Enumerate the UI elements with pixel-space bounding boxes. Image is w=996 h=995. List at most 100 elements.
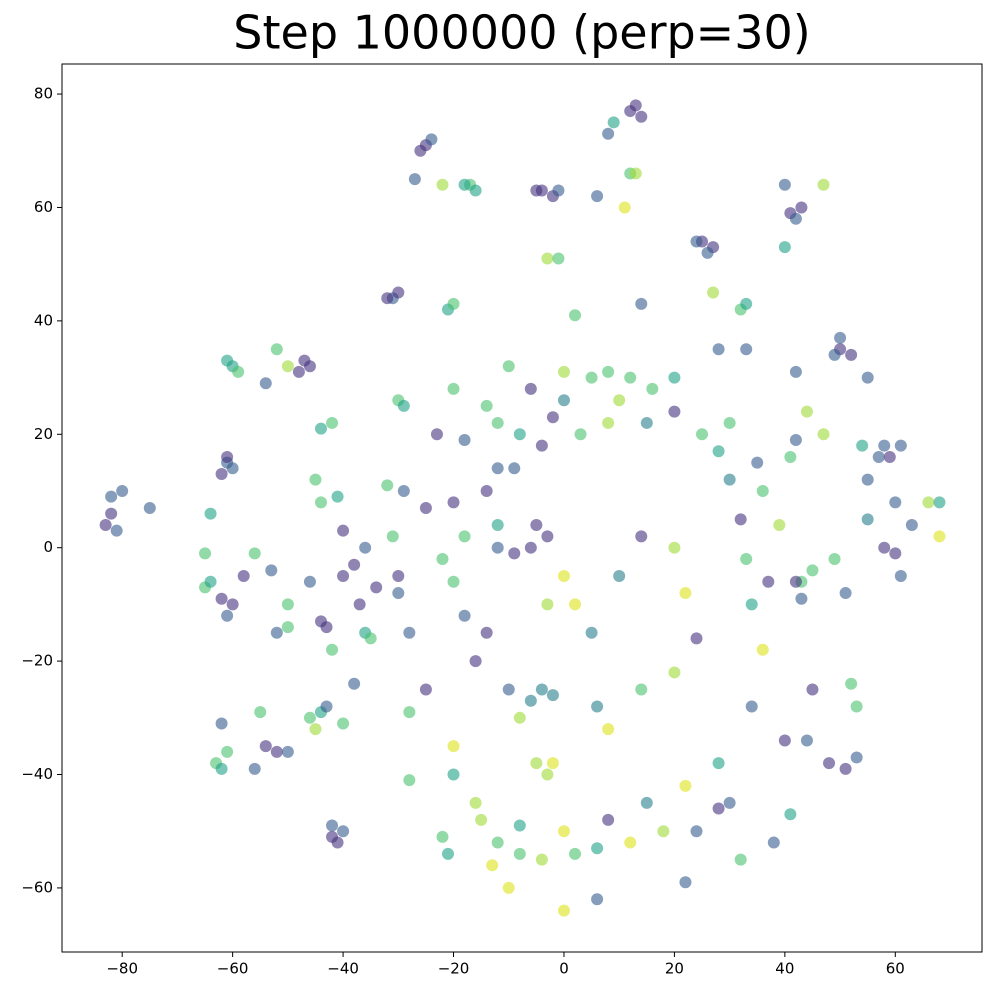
point	[491, 416, 504, 429]
point	[491, 519, 504, 532]
point	[557, 825, 570, 838]
point	[303, 711, 316, 724]
point	[773, 519, 786, 532]
point	[430, 428, 443, 441]
point	[679, 876, 692, 889]
point	[337, 825, 350, 838]
point	[751, 456, 764, 469]
point	[618, 201, 631, 214]
point	[232, 365, 245, 378]
point	[723, 796, 736, 809]
point	[447, 575, 460, 588]
point	[861, 473, 874, 486]
point	[894, 570, 907, 583]
point	[199, 547, 212, 560]
x-tick-label: 0	[559, 960, 569, 978]
point	[414, 144, 427, 157]
point	[905, 519, 918, 532]
point	[281, 360, 294, 373]
point	[861, 513, 874, 526]
point	[740, 343, 753, 356]
point	[237, 570, 250, 583]
point	[392, 587, 405, 600]
point	[447, 740, 460, 753]
point	[546, 689, 559, 702]
point	[530, 757, 543, 770]
point	[326, 643, 339, 656]
point	[756, 484, 769, 497]
point	[629, 99, 642, 112]
point	[331, 490, 344, 503]
point	[712, 802, 725, 815]
point	[817, 428, 830, 441]
point	[635, 683, 648, 696]
point	[740, 297, 753, 310]
point	[254, 706, 267, 719]
point	[624, 836, 637, 849]
point	[806, 564, 819, 577]
point	[259, 740, 272, 753]
point	[585, 371, 598, 384]
point	[762, 575, 775, 588]
x-tick-label: 60	[886, 960, 905, 978]
point	[370, 581, 383, 594]
point	[320, 621, 333, 634]
point	[767, 836, 780, 849]
point	[668, 666, 681, 679]
point	[221, 609, 234, 622]
point	[513, 711, 526, 724]
y-tick-label: −40	[21, 765, 53, 783]
point	[646, 382, 659, 395]
point	[436, 178, 449, 191]
point	[469, 655, 482, 668]
point	[143, 502, 156, 514]
point	[828, 348, 841, 361]
point	[397, 399, 410, 412]
point	[314, 422, 327, 435]
point	[723, 416, 736, 429]
point	[546, 757, 559, 770]
point	[392, 570, 405, 583]
point	[839, 762, 852, 775]
point	[458, 609, 471, 622]
point	[309, 723, 322, 736]
x-tick-label: −40	[327, 960, 359, 978]
point	[569, 598, 582, 611]
point	[458, 433, 471, 446]
point	[204, 507, 217, 520]
point	[839, 587, 852, 600]
point	[419, 683, 432, 696]
point	[883, 450, 896, 463]
y-tick-label: 60	[34, 198, 53, 216]
point	[861, 371, 874, 384]
point	[806, 683, 819, 696]
point	[221, 745, 234, 758]
point	[712, 757, 725, 770]
point	[569, 309, 582, 322]
point	[541, 530, 554, 543]
point	[828, 553, 841, 566]
point	[337, 570, 350, 583]
point	[872, 450, 885, 463]
point	[265, 564, 278, 577]
point	[800, 405, 813, 418]
point	[381, 479, 394, 492]
point	[889, 547, 902, 560]
point	[552, 184, 565, 197]
point	[591, 700, 604, 713]
point	[679, 587, 692, 600]
point	[557, 904, 570, 917]
point	[635, 297, 648, 310]
point	[789, 212, 802, 225]
point	[386, 530, 399, 543]
point	[221, 450, 234, 463]
point	[530, 184, 543, 197]
y-tick-label: 40	[34, 311, 53, 329]
point	[491, 462, 504, 475]
point	[309, 473, 322, 486]
point	[602, 723, 615, 736]
point	[591, 842, 604, 855]
point	[541, 768, 554, 781]
point	[226, 462, 239, 475]
